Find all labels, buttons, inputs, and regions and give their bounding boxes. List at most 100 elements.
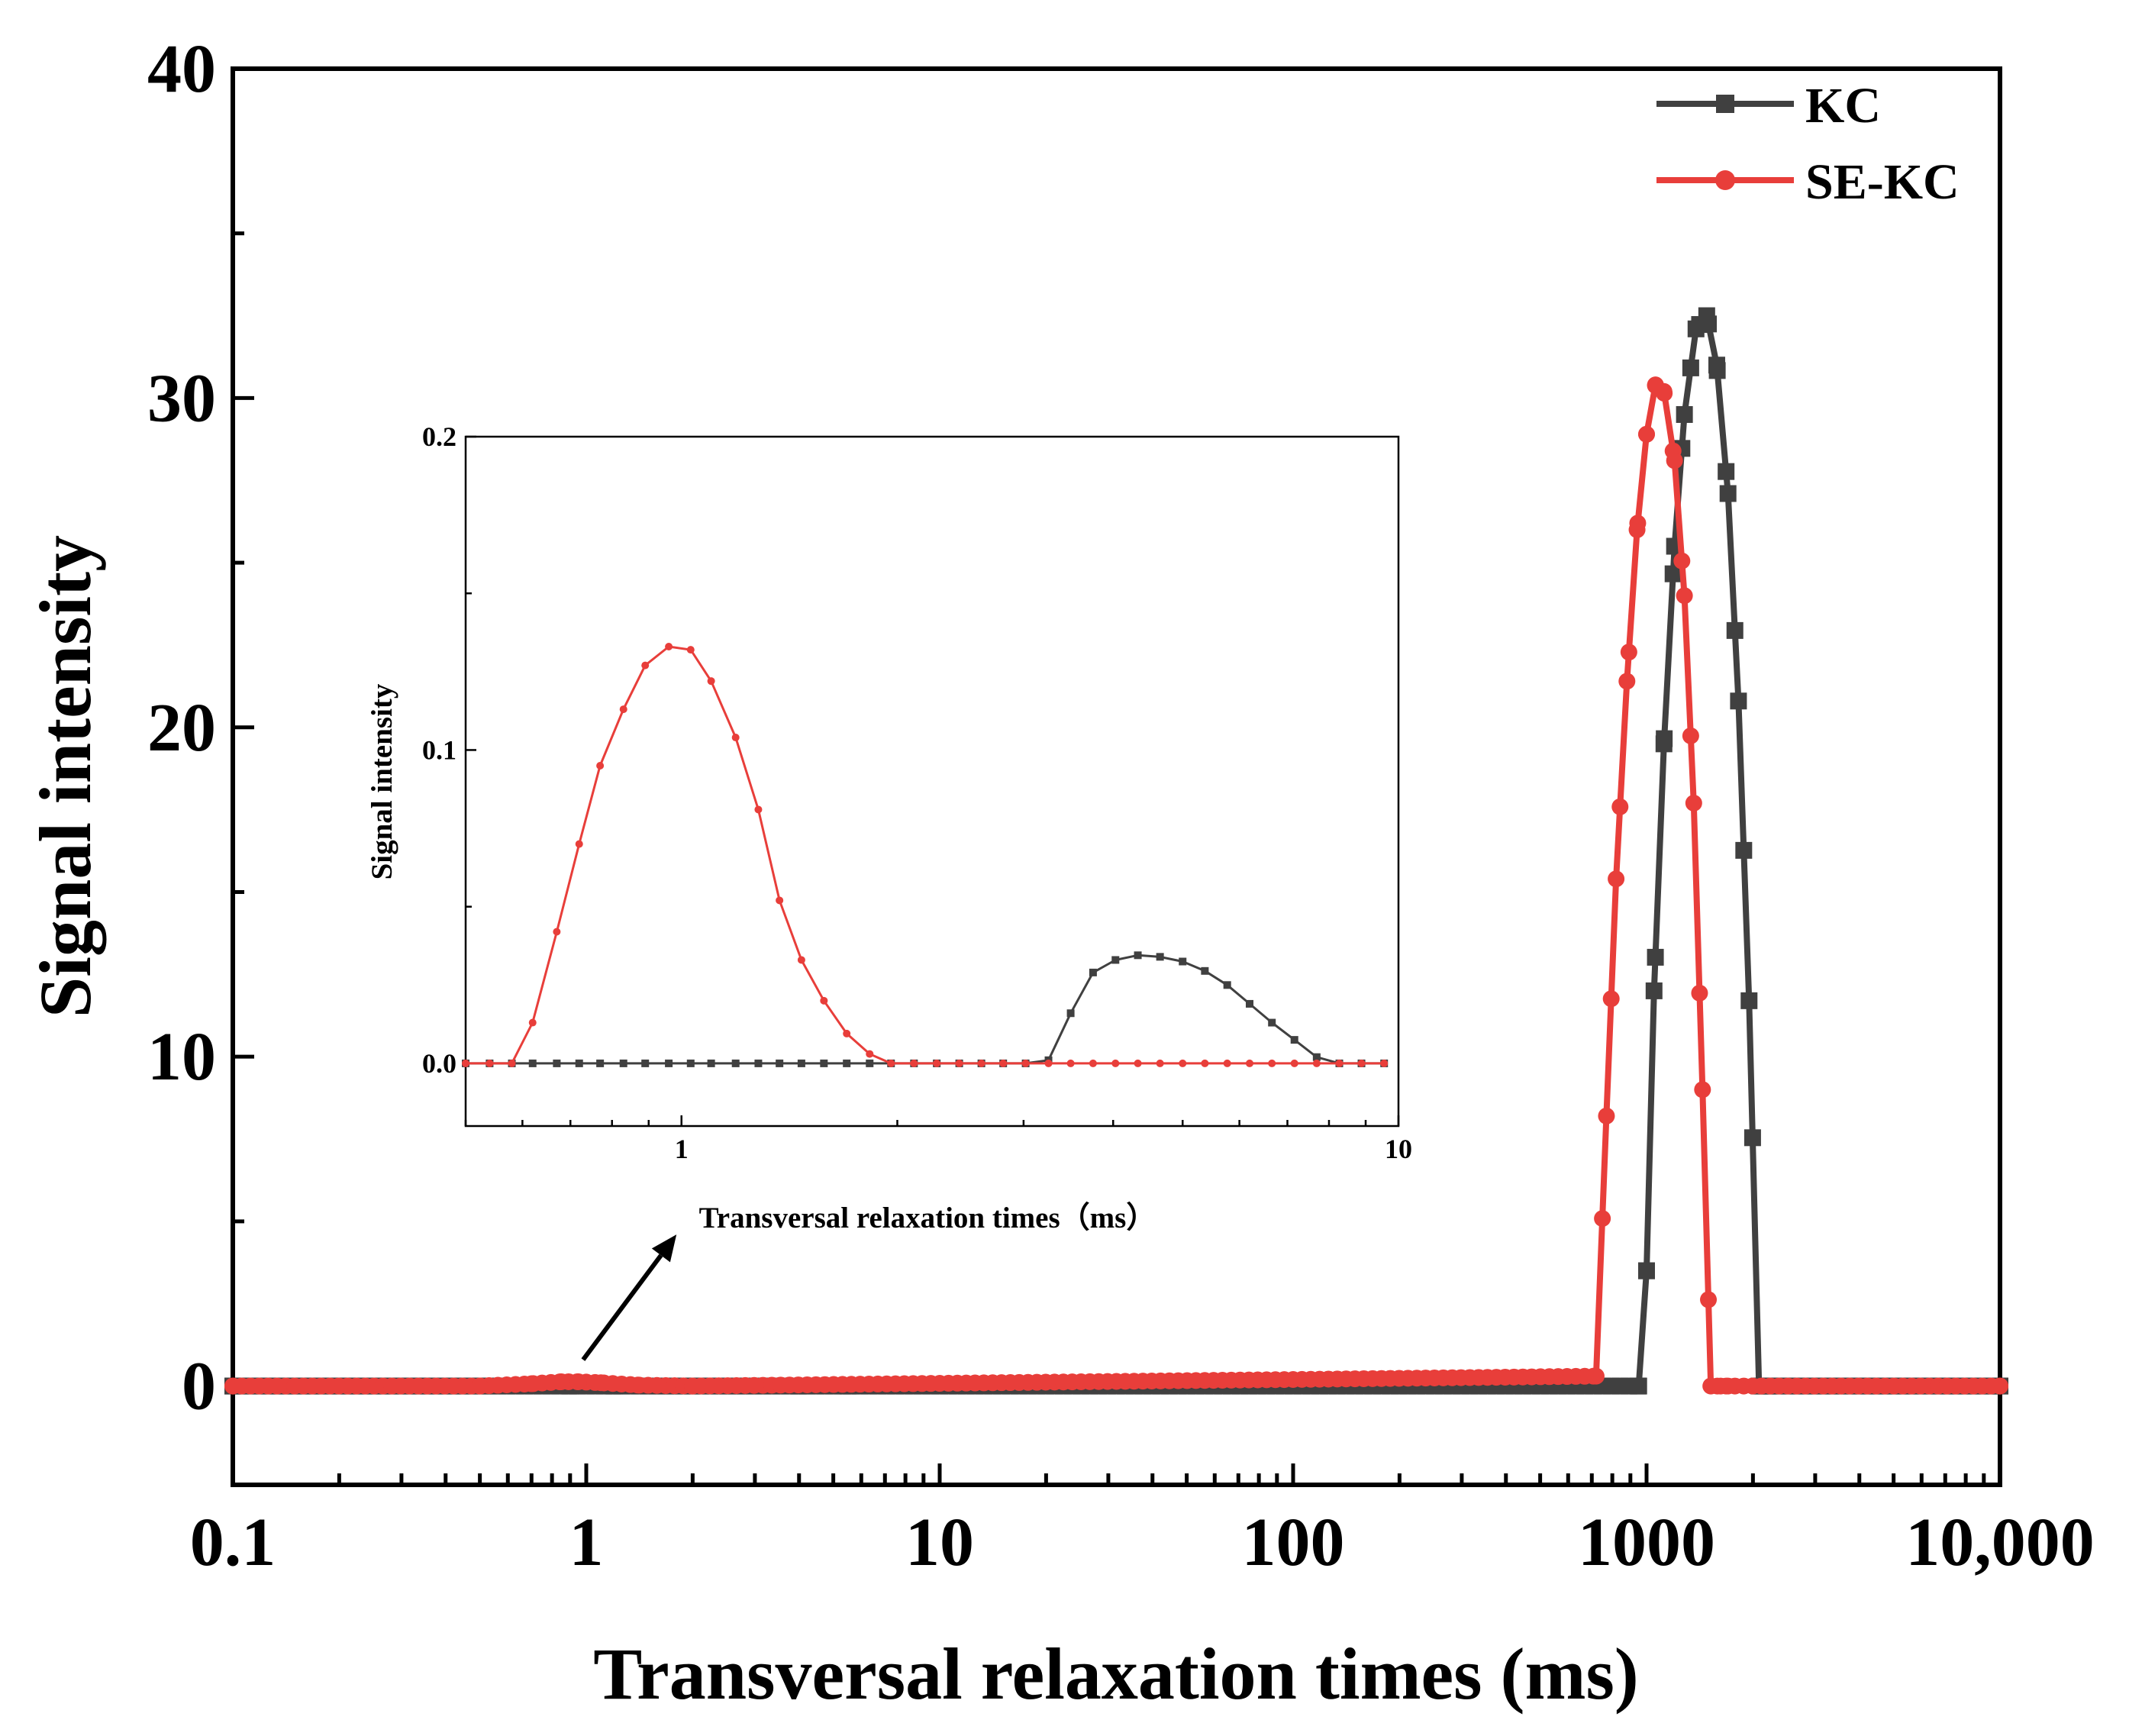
- inset-y-tick-label: 0.1: [422, 734, 456, 765]
- main-se-kc-point: [1655, 382, 1673, 400]
- inset-se-kc-point: [1179, 1059, 1187, 1067]
- inset-se-kc-point: [553, 928, 561, 936]
- inset-se-kc-point: [776, 896, 784, 905]
- inset-tick-labels: 1 10 0.0 0.1 0.2: [422, 421, 1412, 1164]
- inset-kc-point: [1246, 999, 1254, 1008]
- inset-se-kc-point: [1066, 1059, 1075, 1067]
- arrow-shaft: [581, 1254, 663, 1361]
- inset-kc-point: [528, 1059, 537, 1067]
- inset-se-kc-point: [1156, 1059, 1164, 1067]
- main-se-kc-point: [684, 1377, 702, 1395]
- inset-x-tick-label: 1: [675, 1134, 689, 1164]
- inset-kc-point: [820, 1059, 828, 1067]
- inset-kc-point: [843, 1059, 851, 1067]
- inset-se-kc-point: [887, 1059, 895, 1067]
- main-se-kc-point: [1682, 727, 1699, 744]
- main-y-tick-label: 20: [147, 690, 216, 766]
- main-axes-frame: [231, 66, 2002, 1487]
- inset-kc-point: [754, 1059, 763, 1067]
- inset-se-kc-point: [1044, 1059, 1053, 1067]
- main-kc-point: [1740, 992, 1758, 1009]
- main-se-kc-point: [592, 1374, 610, 1392]
- main-kc-point: [1647, 948, 1664, 966]
- inset-se-kc-point: [1089, 1059, 1097, 1067]
- inset-x-tick-label: 10: [1385, 1134, 1412, 1164]
- legend-se-kc-label: SE-KC: [1805, 154, 1960, 210]
- main-se-kc-point: [1638, 425, 1655, 443]
- inset-kc-point: [1089, 968, 1097, 976]
- inset-se-kc-point: [1223, 1059, 1231, 1067]
- inset-se-kc-point: [999, 1059, 1008, 1067]
- inset-kc-point: [866, 1059, 874, 1067]
- main-se-kc-point: [1666, 452, 1683, 469]
- main-se-kc-point: [1992, 1377, 2008, 1395]
- main-kc-point: [1744, 1129, 1761, 1147]
- main-tick-labels: 0.1 1 10 100 1000 10,000 0 10 20 30 40: [147, 31, 2095, 1580]
- inset-se-kc-point: [528, 1018, 537, 1027]
- main-x-tick-label: 1000: [1578, 1505, 1715, 1580]
- inset-se-kc-point: [508, 1059, 516, 1067]
- inset-plot: 1 10 0.0 0.1 0.2 Transversal relaxation time…: [366, 421, 1412, 1234]
- main-kc-point: [1698, 307, 1715, 324]
- inset-kc-point: [575, 1059, 583, 1067]
- inset-kc-point: [619, 1059, 627, 1067]
- inset-se-kc-point: [686, 646, 695, 654]
- inset-x-axis-title: Transversal relaxation times（ms）: [699, 1202, 1156, 1234]
- inset-kc-point: [1179, 957, 1187, 966]
- inset-y-tick-label: 0.0: [422, 1048, 456, 1079]
- main-se-kc-point: [1608, 870, 1625, 888]
- inset-se-kc-point: [641, 661, 650, 670]
- inset-kc-point: [1134, 951, 1142, 960]
- inset-se-kc-point: [1268, 1059, 1276, 1067]
- inset-kc-point: [686, 1059, 695, 1067]
- inset-se-kc-point: [731, 734, 740, 742]
- inset-se-kc-point: [1335, 1059, 1344, 1067]
- inset-se-kc-point: [462, 1059, 469, 1067]
- main-kc-point: [1676, 405, 1693, 423]
- inset-kc-point: [596, 1059, 605, 1067]
- main-x-tick-label: 0.1: [190, 1505, 276, 1580]
- main-kc-point: [1655, 735, 1673, 753]
- legend: KC SE-KC: [1656, 78, 1960, 210]
- inset-se-kc-point: [596, 761, 605, 770]
- inset-se-kc-point: [977, 1059, 985, 1067]
- main-se-kc-point: [1676, 587, 1693, 605]
- inset-y-tick-label: 0.2: [422, 421, 456, 452]
- inset-se-kc-point: [955, 1059, 963, 1067]
- main-kc-point: [1638, 1262, 1655, 1279]
- inset-axes-frame: [464, 435, 1400, 1128]
- main-x-axis-title: Transversal relaxation times (ms): [593, 1633, 1639, 1715]
- inset-kc-point: [731, 1059, 740, 1067]
- inset-se-kc-point: [910, 1059, 918, 1067]
- main-se-kc-point: [1587, 1367, 1605, 1385]
- main-y-tick-label: 10: [147, 1019, 216, 1095]
- inset-kc-point: [776, 1059, 784, 1067]
- inset-se-kc-point: [1246, 1059, 1254, 1067]
- inset-se-kc-point: [866, 1050, 874, 1058]
- main-kc-point: [1735, 841, 1753, 859]
- main-x-ticks: [231, 1463, 2002, 1485]
- main-series-se-kc: [224, 376, 2008, 1395]
- main-se-kc-point: [1673, 552, 1691, 570]
- inset-se-kc-point: [1357, 1059, 1366, 1067]
- main-kc-point: [1719, 485, 1737, 502]
- inset-kc-point: [1268, 1018, 1276, 1027]
- main-kc-point: [1664, 565, 1682, 582]
- legend-kc-square-marker: [1716, 95, 1734, 113]
- legend-item-kc: KC: [1656, 78, 1881, 134]
- inset-kc-point: [1201, 966, 1209, 975]
- inset-kc-point: [1312, 1053, 1321, 1061]
- main-x-tick-label: 10,000: [1905, 1505, 2095, 1580]
- main-se-kc-point: [1611, 798, 1629, 815]
- inset-se-kc-point: [707, 677, 715, 686]
- inset-se-kc-point: [665, 643, 673, 651]
- main-y-tick-label: 30: [147, 360, 216, 436]
- main-se-kc-point: [1598, 1107, 1615, 1125]
- inset-se-kc-point: [933, 1059, 941, 1067]
- inset-kc-point: [1111, 956, 1120, 964]
- legend-kc-label: KC: [1805, 78, 1881, 134]
- main-se-kc-point: [1628, 521, 1646, 538]
- inset-se-kc-point: [754, 805, 763, 814]
- main-x-tick-label: 100: [1242, 1505, 1345, 1580]
